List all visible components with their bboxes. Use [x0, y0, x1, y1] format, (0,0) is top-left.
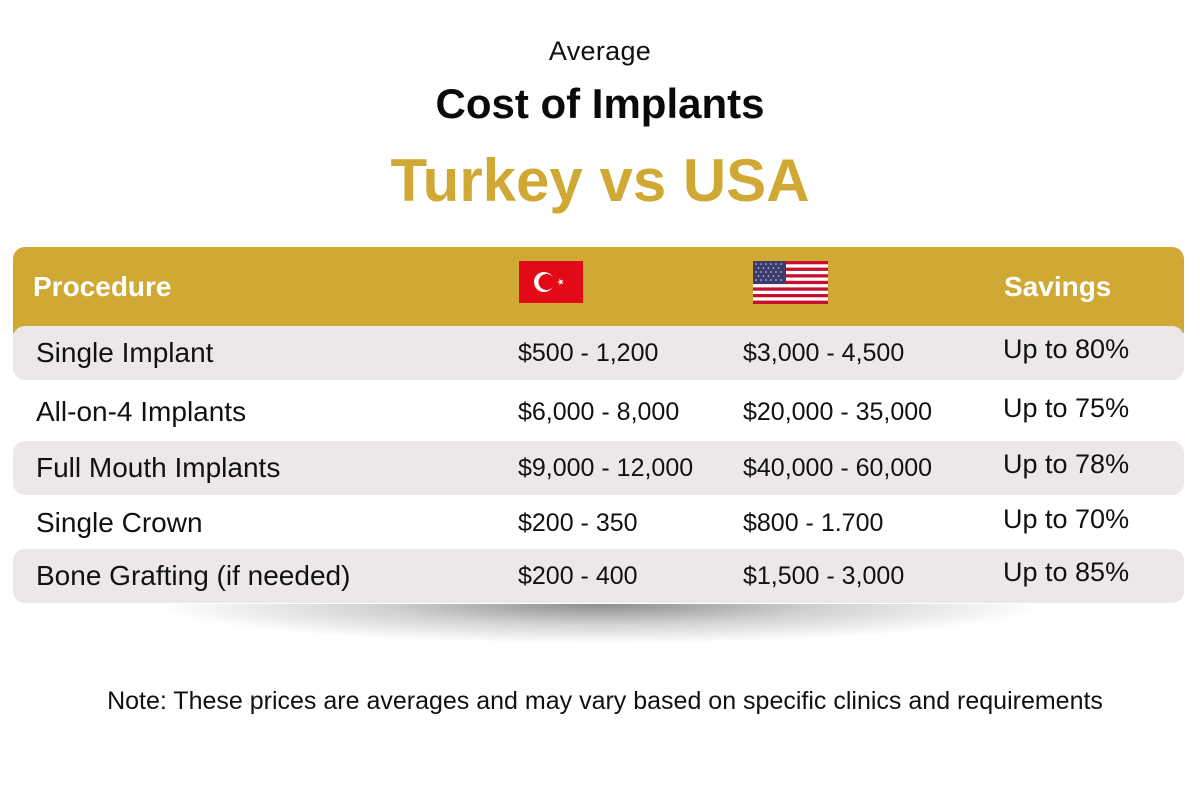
- procedure-cell: Full Mouth Implants: [36, 452, 281, 483]
- table-row: Full Mouth Implants $9,000 - 12,000 $40,…: [13, 441, 1184, 495]
- savings-cell: Up to 78%: [1003, 448, 1130, 479]
- usa-price-cell: $800 - 1.700: [743, 508, 884, 537]
- usa-flag-icon: [753, 261, 828, 304]
- table-shadow: [150, 604, 1050, 644]
- savings-cell: Up to 85%: [1003, 556, 1130, 587]
- procedure-cell: Single Crown: [36, 507, 203, 538]
- turkey-price-cell: $200 - 400: [518, 561, 638, 590]
- usa-price-cell: $1,500 - 3,000: [743, 561, 905, 590]
- turkey-price-cell: $9,000 - 12,000: [518, 453, 694, 482]
- header-procedure: Procedure: [33, 271, 172, 302]
- table-header: Procedure Saving: [13, 247, 1184, 333]
- usa-price-cell: $3,000 - 4,500: [743, 338, 905, 367]
- savings-cell: Up to 80%: [1003, 333, 1130, 364]
- procedure-cell: Single Implant: [36, 337, 214, 368]
- savings-cell: Up to 70%: [1003, 503, 1130, 534]
- table-row: Bone Grafting (if needed) $200 - 400 $1,…: [13, 549, 1184, 603]
- procedure-cell: All-on-4 Implants: [36, 396, 247, 427]
- turkey-price-cell: $6,000 - 8,000: [518, 397, 680, 426]
- procedure-cell: Bone Grafting (if needed): [36, 560, 351, 591]
- table-row: All-on-4 Implants $6,000 - 8,000 $20,000…: [13, 385, 1184, 439]
- table-row: Single Implant $500 - 1,200 $3,000 - 4,5…: [13, 326, 1184, 380]
- usa-price-cell: $20,000 - 35,000: [743, 397, 933, 426]
- savings-cell: Up to 75%: [1003, 392, 1130, 423]
- subtitle: Average: [548, 36, 652, 66]
- turkey-price-cell: $500 - 1,200: [518, 338, 659, 367]
- footnote: Note: These prices are averages and may …: [107, 687, 1103, 715]
- comparison-title: Turkey vs USA: [390, 147, 810, 214]
- page-title: Cost of Implants: [435, 80, 765, 127]
- header-savings: Savings: [1004, 271, 1112, 302]
- usa-price-cell: $40,000 - 60,000: [743, 453, 933, 482]
- table-row: Single Crown $200 - 350 $800 - 1.700 Up …: [13, 496, 1184, 550]
- turkey-price-cell: $200 - 350: [518, 508, 638, 537]
- turkey-flag-icon: [519, 261, 583, 303]
